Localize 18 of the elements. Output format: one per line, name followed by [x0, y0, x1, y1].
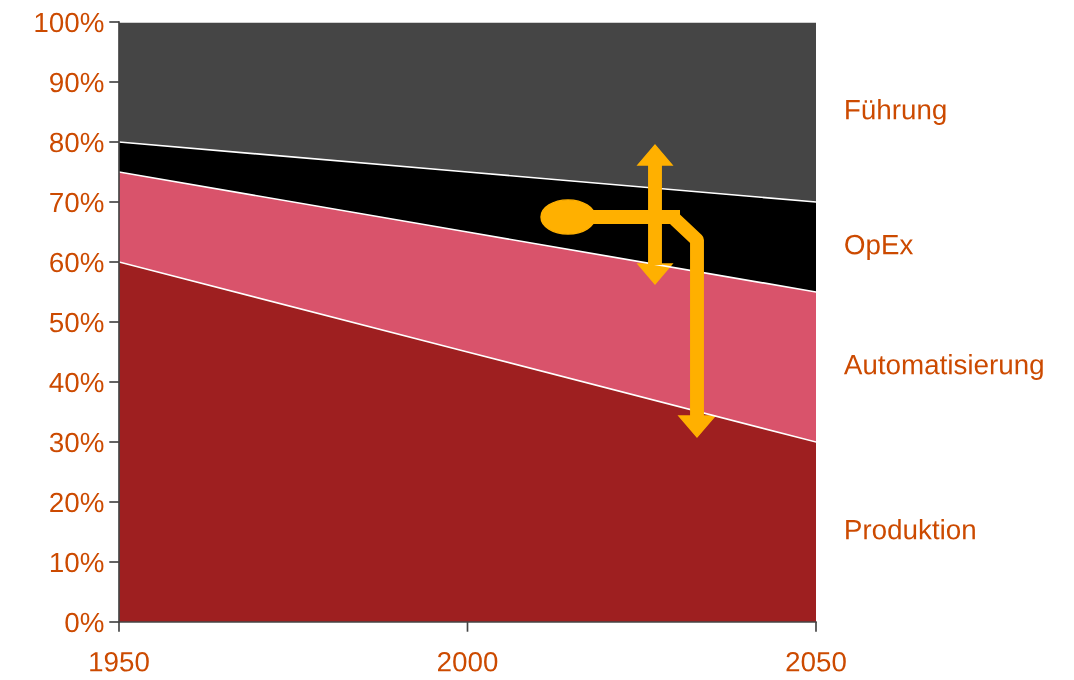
y-tick-label: 80% [50, 132, 104, 153]
y-tick-label: 0% [65, 612, 104, 633]
y-tick-label: 50% [49, 312, 104, 333]
y-tick-label: 60% [50, 252, 104, 273]
y-tick-label: 90% [50, 72, 104, 93]
series-label: OpEx [845, 234, 914, 260]
y-tick-label: 30% [49, 432, 104, 453]
y-tick-label: 20% [50, 492, 104, 513]
y-tick-label: 10% [50, 552, 104, 573]
series-label: Produktion [846, 519, 975, 540]
y-tick-label: 40% [49, 372, 104, 393]
y-tick-label: 100% [35, 12, 104, 33]
x-tick-label: 2000 [438, 651, 498, 672]
y-tick-label: 70% [50, 192, 104, 213]
x-tick-label: 1950 [90, 651, 149, 672]
x-tick-label: 2050 [786, 651, 846, 672]
series-label: Führung [846, 99, 946, 125]
series-label: Automatisierung [843, 354, 1043, 380]
